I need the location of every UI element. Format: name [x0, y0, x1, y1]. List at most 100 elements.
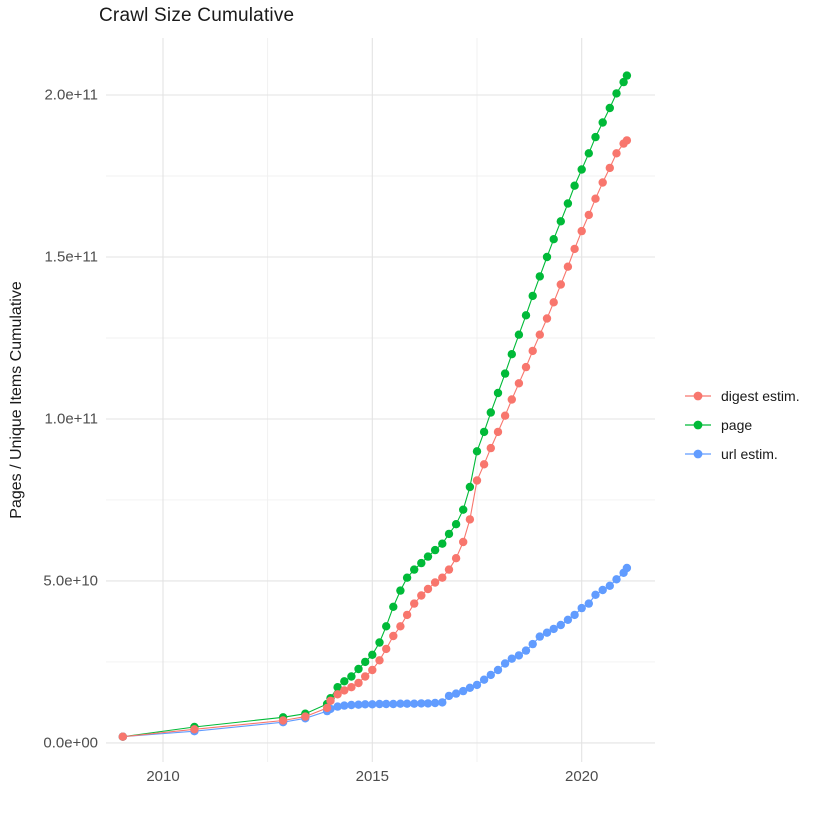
- series-point-digest-estim: [368, 665, 377, 675]
- series-point-page: [619, 77, 628, 87]
- series-point-url-estim: [570, 610, 579, 620]
- series-point-digest-estim: [486, 443, 495, 453]
- series-point-digest-estim: [465, 515, 475, 524]
- series-point-digest-estim: [493, 427, 503, 437]
- series-point-digest-estim: [570, 244, 579, 254]
- y-tick-label: 1.0e+11: [44, 411, 98, 428]
- series-point-url-estim: [622, 563, 632, 573]
- series-point-url-estim: [438, 698, 447, 707]
- series-point-url-estim: [528, 639, 537, 649]
- series-point-digest-estim: [382, 644, 391, 654]
- series-point-url-estim: [417, 699, 426, 708]
- series-line-page: [122, 75, 628, 738]
- series-point-url-estim: [444, 691, 454, 701]
- series-point-page: [549, 235, 558, 244]
- series-point-digest-estim: [591, 194, 600, 203]
- chart-title: Crawl Size Cumulative: [99, 5, 295, 26]
- series-point-digest-estim: [375, 656, 384, 665]
- series-point-digest-estim: [577, 226, 586, 236]
- series-point-page: [542, 252, 552, 262]
- series-point-url-estim: [368, 700, 377, 709]
- series-point-page: [521, 311, 531, 320]
- y-tick-label: 5.0e+10: [43, 572, 98, 589]
- legend-key-dot: [693, 391, 703, 400]
- legend-key-url-estim: [685, 449, 711, 458]
- legend: digest estim. page url estim.: [684, 381, 800, 468]
- series-point-page: [528, 291, 537, 301]
- series-point-digest-estim: [528, 346, 537, 356]
- series-point-url-estim: [500, 659, 510, 668]
- series-point-page: [382, 622, 391, 631]
- series-point-digest-estim: [301, 712, 310, 721]
- series-point-url-estim: [549, 624, 558, 634]
- series-point-page: [389, 602, 398, 611]
- series-point-digest-estim: [535, 330, 544, 339]
- series-point-page: [354, 664, 363, 674]
- series-point-page: [444, 529, 454, 539]
- y-tick-label: 0.0e+00: [43, 734, 98, 751]
- series-point-url-estim: [459, 686, 468, 696]
- series-point-digest-estim: [326, 696, 335, 705]
- series-point-url-estim: [451, 689, 461, 698]
- series-point-page: [563, 199, 573, 208]
- series-point-page: [375, 638, 384, 647]
- series-point-page: [438, 539, 447, 548]
- legend-key-dot: [693, 449, 703, 458]
- series-point-page: [486, 408, 495, 417]
- series-point-url-estim: [535, 632, 544, 641]
- series-point-url-estim: [577, 603, 586, 613]
- series-point-url-estim: [389, 699, 398, 709]
- series-point-url-estim: [612, 575, 621, 584]
- series-point-digest-estim: [514, 379, 524, 388]
- series-point-digest-estim: [417, 591, 426, 600]
- legend-label: digest estim.: [721, 387, 800, 404]
- x-tick-label: 2010: [146, 768, 179, 785]
- series-point-page: [535, 272, 544, 281]
- series-point-url-estim: [375, 699, 384, 709]
- series-point-url-estim: [598, 585, 607, 595]
- legend-label: page: [721, 416, 753, 433]
- series-point-page: [368, 650, 377, 659]
- series-point-digest-estim: [598, 178, 607, 187]
- series-point-digest-estim: [389, 631, 398, 641]
- series-point-url-estim: [493, 665, 503, 675]
- series-point-digest-estim: [423, 584, 433, 594]
- series-point-page: [570, 181, 579, 190]
- series-point-page: [514, 330, 524, 339]
- series-point-page: [500, 369, 510, 378]
- series-point-url-estim: [514, 651, 524, 660]
- series-point-page: [577, 165, 586, 174]
- legend-item-page: page: [684, 410, 800, 439]
- series-point-url-estim: [347, 700, 356, 710]
- series-point-digest-estim: [612, 149, 621, 158]
- series-point-url-estim: [396, 699, 405, 708]
- series-point-page: [417, 558, 426, 568]
- series-point-digest-estim: [333, 690, 342, 699]
- series-point-digest-estim: [402, 610, 412, 620]
- series-point-digest-estim: [549, 298, 558, 307]
- series-point-page: [622, 71, 632, 80]
- y-axis-title: Pages / Unique Items Cumulative: [8, 281, 25, 519]
- series-point-digest-estim: [347, 683, 356, 692]
- series-point-page: [333, 683, 342, 692]
- series-point-digest-estim: [430, 578, 440, 587]
- series-point-digest-estim: [396, 622, 405, 631]
- series-point-page: [459, 505, 468, 514]
- series-point-url-estim: [382, 699, 391, 709]
- series-point-url-estim: [486, 670, 495, 680]
- series-point-url-estim: [465, 683, 475, 692]
- series-point-url-estim: [542, 628, 552, 637]
- series-point-digest-estim: [563, 262, 573, 271]
- series-point-page: [598, 118, 607, 127]
- series-point-url-estim: [430, 698, 440, 708]
- series-point-digest-estim: [605, 163, 614, 173]
- legend-label: url estim.: [721, 445, 778, 462]
- series-point-page: [347, 672, 356, 681]
- series-point-digest-estim: [278, 716, 288, 725]
- series-point-url-estim: [591, 590, 600, 599]
- series-point-page: [402, 573, 412, 582]
- series-point-url-estim: [361, 700, 370, 709]
- series-point-url-estim: [556, 620, 565, 630]
- series-point-page: [340, 677, 349, 686]
